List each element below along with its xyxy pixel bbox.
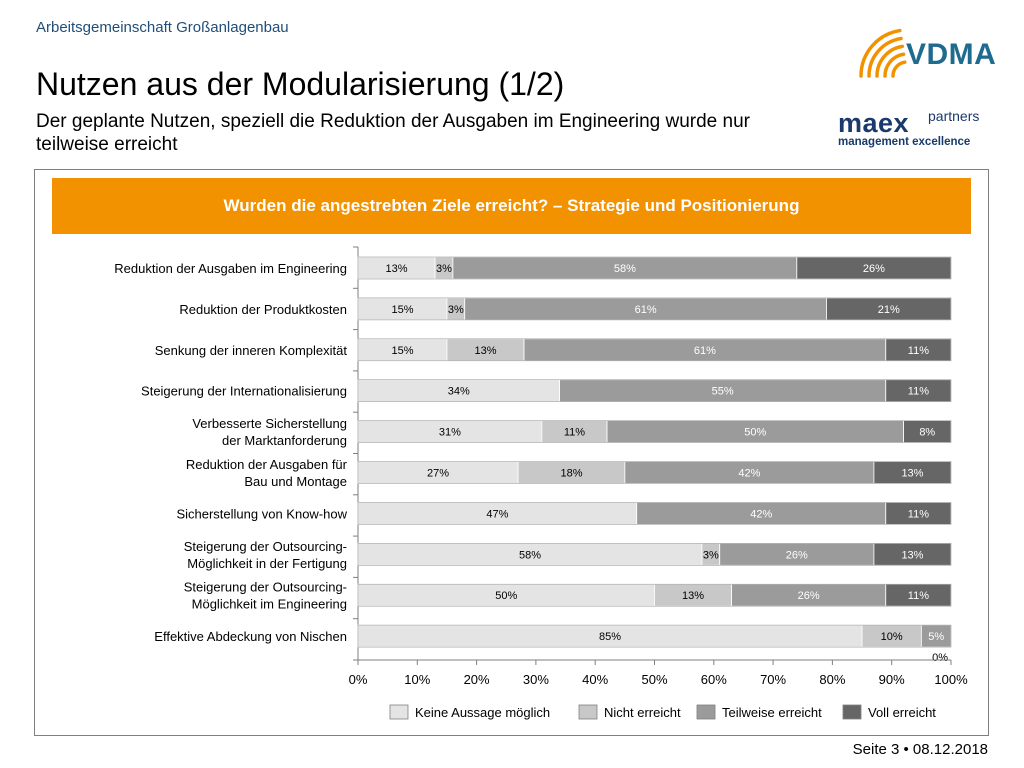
vdma-logo-arcs [859, 28, 907, 78]
legend-label: Voll erreicht [868, 705, 936, 720]
bar-value-label: 58% [614, 263, 636, 275]
bar-value-label: 11% [908, 386, 929, 398]
bar-outline [357, 297, 952, 321]
category-label: Steigerung der Internationalisierung [141, 384, 347, 399]
bar-value-label: 13% [386, 263, 408, 275]
category-label: der Marktanforderung [222, 433, 347, 448]
bar-value-label: 13% [901, 468, 923, 480]
category-label: Senkung der inneren Komplexität [155, 343, 348, 358]
bar-value-label: 42% [750, 508, 772, 520]
page-footer: Seite 3 • 08.12.2018 [852, 741, 988, 758]
category-label: Bau und Montage [244, 474, 347, 489]
legend-swatch [389, 704, 409, 720]
bar-outline [357, 420, 952, 443]
category-label: Sicherstellung von Know-how [176, 506, 347, 521]
bar-value-label: 10% [881, 631, 903, 643]
legend-label: Teilweise erreicht [722, 705, 822, 720]
category-label: Möglichkeit in der Fertigung [187, 556, 347, 571]
legend-swatch [578, 704, 598, 720]
organization-name: Arbeitsgemeinschaft Großanlagenbau [36, 19, 289, 36]
bar-outline [357, 256, 952, 280]
bar-value-label: 15% [391, 304, 413, 316]
bar-value-label: 26% [863, 263, 885, 275]
bar-outline [357, 624, 952, 648]
x-tick-label: 20% [464, 672, 490, 687]
bar-value-label: 27% [427, 468, 449, 480]
legend-swatch [696, 704, 716, 720]
x-tick-label: 80% [819, 672, 845, 687]
x-tick-label: 50% [641, 672, 667, 687]
bar-value-label: 34% [448, 386, 470, 398]
vdma-arc [867, 36, 903, 78]
bar-value-label: 26% [798, 590, 820, 602]
maex-logo: maex [838, 108, 910, 138]
bar-outline [357, 542, 952, 566]
legend-label: Keine Aussage möglich [415, 705, 550, 720]
bar-outline [357, 502, 952, 525]
bar-value-label: 13% [682, 590, 704, 602]
vdma-arc [875, 44, 905, 78]
chart-banner: Wurden die angestrebten Ziele erreicht? … [52, 178, 971, 234]
vdma-arc [859, 28, 902, 78]
category-label: Verbesserte Sicherstellung [192, 416, 347, 431]
maex-tagline: management excellence [838, 136, 971, 148]
bar-value-label: 13% [901, 549, 923, 561]
vdma-arc [891, 60, 907, 78]
x-tick-label: 40% [582, 672, 608, 687]
bar-value-label: 61% [635, 304, 657, 316]
bar-outline [357, 583, 952, 607]
page-subtitle: Der geplante Nutzen, speziell die Redukt… [36, 111, 750, 155]
legend-label: Nicht erreicht [604, 705, 681, 720]
bar-value-label: 5% [928, 631, 944, 643]
bar-value-label: 61% [694, 345, 716, 357]
vdma-logo: VDMA [906, 38, 997, 71]
bar-value-label: 3% [436, 263, 452, 275]
bar-value-label: 31% [439, 427, 461, 439]
x-tick-label: 60% [701, 672, 727, 687]
bar-outline [357, 461, 952, 484]
page-title: Nutzen aus der Modularisierung (1/2) [36, 66, 565, 102]
bar-value-label: 11% [908, 508, 929, 520]
bar-value-label: 50% [495, 590, 517, 602]
category-label: Reduktion der Ausgaben im Engineering [114, 261, 347, 276]
bar-value-label: 3% [703, 549, 719, 561]
category-label: Möglichkeit im Engineering [192, 597, 347, 612]
bar-value-label: 3% [448, 304, 464, 316]
bar-value-label: 11% [564, 427, 585, 439]
bar-value-label: 15% [391, 345, 413, 357]
bar-value-label: 42% [738, 468, 760, 480]
x-tick-label: 100% [934, 672, 968, 687]
x-tick-label: 90% [879, 672, 905, 687]
bar-value-label: 11% [908, 590, 929, 602]
bar-outline [357, 379, 952, 403]
category-label: Reduktion der Produktkosten [179, 302, 347, 317]
bar-value-label: 50% [744, 427, 766, 439]
vdma-arc [883, 52, 906, 78]
bar-value-label-zero: 0% [932, 652, 948, 664]
bar-outline [357, 338, 952, 362]
category-label: Effektive Abdeckung von Nischen [154, 629, 347, 644]
bar-value-label: 55% [712, 386, 734, 398]
category-label: Reduktion der Ausgaben für [186, 457, 348, 472]
category-label: Steigerung der Outsourcing- [184, 539, 347, 554]
bar-value-label: 47% [486, 508, 508, 520]
maex-partners-label: partners [928, 108, 980, 124]
bar-value-label: 11% [908, 345, 929, 357]
bar-value-label: 18% [560, 468, 582, 480]
legend-swatch [842, 704, 862, 720]
bar-value-label: 58% [519, 549, 541, 561]
bar-value-label: 26% [786, 549, 808, 561]
x-tick-label: 70% [760, 672, 786, 687]
bar-value-label: 13% [474, 345, 496, 357]
x-tick-label: 10% [404, 672, 430, 687]
category-label: Steigerung der Outsourcing- [184, 580, 347, 595]
bar-value-label: 85% [599, 631, 621, 643]
x-tick-label: 30% [523, 672, 549, 687]
x-tick-label: 0% [349, 672, 368, 687]
bar-value-label: 8% [919, 427, 935, 439]
bar-value-label: 21% [878, 304, 900, 316]
